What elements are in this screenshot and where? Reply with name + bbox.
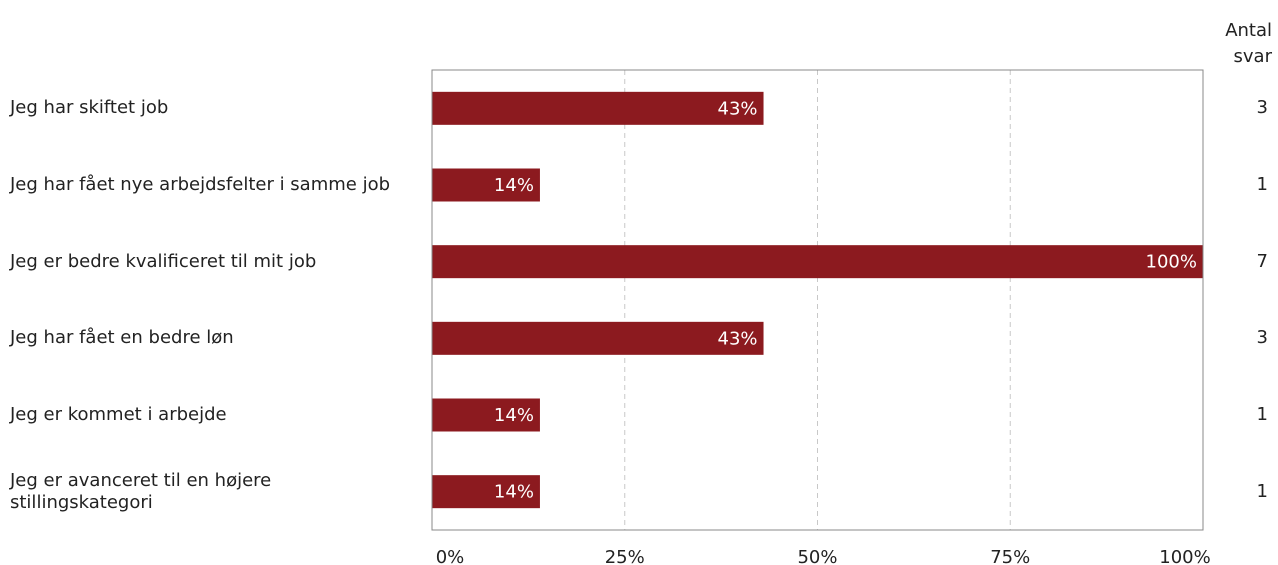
bars <box>432 91 1203 509</box>
bar-data-label: 14% <box>494 405 534 426</box>
bar <box>432 398 540 432</box>
count-label: 3 <box>1256 327 1268 349</box>
count-column-header: Antal svar <box>1225 20 1272 67</box>
count-label: 1 <box>1256 480 1268 502</box>
plot-frame <box>431 69 1204 531</box>
bar-data-label: 100% <box>1146 252 1197 273</box>
bar-data-label: 43% <box>718 328 758 349</box>
x-tick-label: 0% <box>436 547 465 565</box>
bar <box>432 475 540 509</box>
grid-lines <box>624 70 1011 530</box>
count-label: 3 <box>1256 97 1268 119</box>
category-label: Jeg er bedre kvalificeret til mit job <box>10 250 317 272</box>
category-label: Jeg er avanceret til en højere stillings… <box>10 469 272 513</box>
x-tick-label: 100% <box>1159 547 1210 565</box>
bar <box>432 245 1203 279</box>
category-label: Jeg er kommet i arbejde <box>10 404 227 425</box>
bar <box>432 168 540 202</box>
category-label: Jeg har skiftet job <box>10 97 169 119</box>
count-label: 1 <box>1256 404 1268 425</box>
x-tick-label: 25% <box>605 547 645 565</box>
category-label: Jeg har fået en bedre løn <box>10 327 234 349</box>
bar-data-label: 14% <box>494 482 534 503</box>
bar-data-label: 43% <box>718 98 758 119</box>
bar-data-label: 14% <box>494 175 534 196</box>
category-label: Jeg har fået nye arbejdsfelter i samme j… <box>10 174 391 195</box>
bar <box>432 91 764 125</box>
count-label: 7 <box>1256 250 1268 272</box>
bar <box>432 321 764 355</box>
bar-data-labels: 43% 14% 100% 43% 14% 14% <box>494 98 1197 502</box>
count-label: 1 <box>1256 174 1268 195</box>
x-tick-label: 75% <box>990 547 1030 565</box>
x-axis-tick-labels: 0% 25% 50% 75% 100% <box>436 547 1211 565</box>
x-tick-label: 50% <box>797 547 837 565</box>
